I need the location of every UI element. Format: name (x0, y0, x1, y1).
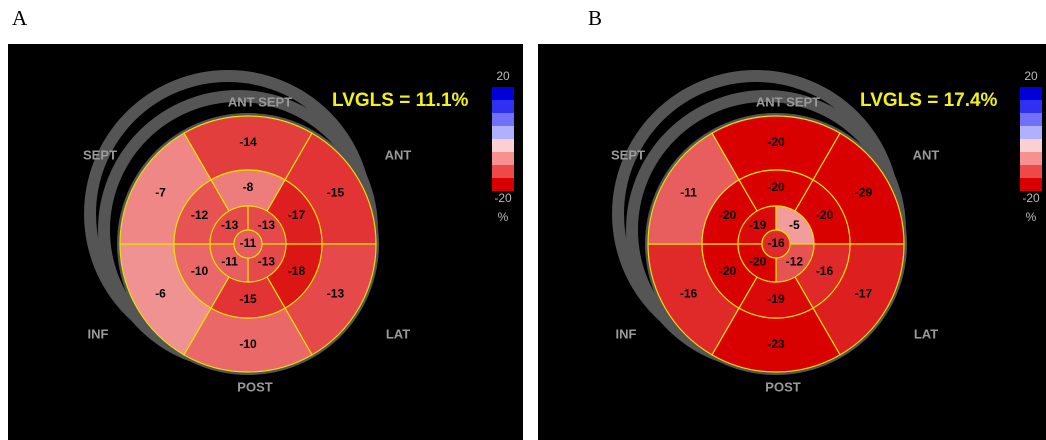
colorbar-band (492, 87, 514, 100)
lvgls-value: LVGLS = 11.1% (332, 90, 469, 111)
colorbar-band (492, 178, 514, 191)
segment-value: -17 (855, 287, 873, 301)
colorbar-min: -20 (494, 191, 512, 205)
panel: A -14 -15 -13 -10 -6 -7 -8 -17 -18 -15 -10 -12 -13 -13… (8, 6, 523, 440)
segment-value: -14 (239, 135, 257, 149)
orientation-label: ANT SEPT (228, 94, 292, 109)
orientation-label: INF (88, 326, 109, 341)
segment-value: -7 (155, 186, 166, 200)
colorbar-band (492, 113, 514, 126)
colorbar-band (1020, 139, 1042, 152)
colorbar-unit: % (1026, 210, 1037, 224)
segment-value: -29 (855, 186, 873, 200)
colorbar-band (1020, 87, 1042, 100)
colorbar-band (1020, 126, 1042, 139)
segment-value: -16 (816, 264, 834, 278)
segment-value: -11 (221, 255, 238, 269)
segment-value: -19 (749, 218, 767, 232)
colorbar-max: 20 (1024, 69, 1038, 83)
orientation-label: ANT (913, 147, 940, 162)
orientation-label: ANT SEPT (756, 94, 820, 109)
segment-value: -16 (680, 287, 698, 301)
colorbar-band (492, 152, 514, 165)
apex (761, 229, 791, 259)
segment-value: -12 (786, 255, 804, 269)
segment-value: -5 (789, 218, 800, 232)
segment-value: -16 (767, 236, 785, 250)
colorbar-band (492, 100, 514, 113)
orientation-label: LAT (914, 326, 938, 341)
orientation-label: LAT (386, 326, 410, 341)
segment-value: -8 (243, 180, 254, 194)
segment-value: -20 (767, 180, 785, 194)
colorbar-band (1020, 165, 1042, 178)
segment-value: -13 (221, 218, 239, 232)
colorbar-band (1020, 152, 1042, 165)
colorbar-band (1020, 100, 1042, 113)
colorbar-band (492, 126, 514, 139)
orientation-label: POST (237, 379, 272, 394)
segment-value: -20 (749, 255, 767, 269)
segment-value: -23 (767, 337, 785, 351)
colorbar-unit: % (498, 210, 509, 224)
orientation-label: ANT (385, 147, 412, 162)
colorbar-max: 20 (496, 69, 510, 83)
panel: B-20-29-17-23-16-11 -20-20-16-19-20-20-19… (538, 6, 1046, 440)
segment-value: -15 (239, 292, 257, 306)
colorbar-min: -20 (1022, 191, 1040, 205)
orientation-label: SEPT (83, 147, 117, 162)
segment-value: -12 (191, 208, 209, 222)
segment-value: -20 (719, 208, 737, 222)
segment-value: -11 (240, 236, 257, 250)
segment-value: -15 (327, 186, 345, 200)
orientation-label: SEPT (611, 147, 645, 162)
segment-value: -10 (239, 337, 257, 351)
segment-value: -13 (327, 287, 345, 301)
segment-value: -20 (719, 264, 737, 278)
colorbar-band (492, 165, 514, 178)
colorbar-band (1020, 178, 1042, 191)
segment-value: -6 (155, 287, 166, 301)
orientation-label: POST (765, 379, 800, 394)
colorbar-band (1020, 113, 1042, 126)
apex (233, 229, 263, 259)
segment-value: -13 (258, 255, 276, 269)
lvgls-value: LVGLS = 17.4% (860, 90, 998, 111)
segment-value: -10 (191, 264, 209, 278)
segment-value: -17 (288, 208, 306, 222)
segment-value: -19 (767, 292, 785, 306)
segment-value: -13 (258, 218, 276, 232)
segment-value: -18 (288, 264, 306, 278)
colorbar-band (492, 139, 514, 152)
panel-letter: A (12, 6, 28, 30)
segment-value: -20 (767, 135, 785, 149)
segment-value: -11 (680, 186, 697, 200)
panel-letter: B (588, 6, 602, 30)
orientation-label: INF (616, 326, 637, 341)
segment-value: -20 (816, 208, 834, 222)
